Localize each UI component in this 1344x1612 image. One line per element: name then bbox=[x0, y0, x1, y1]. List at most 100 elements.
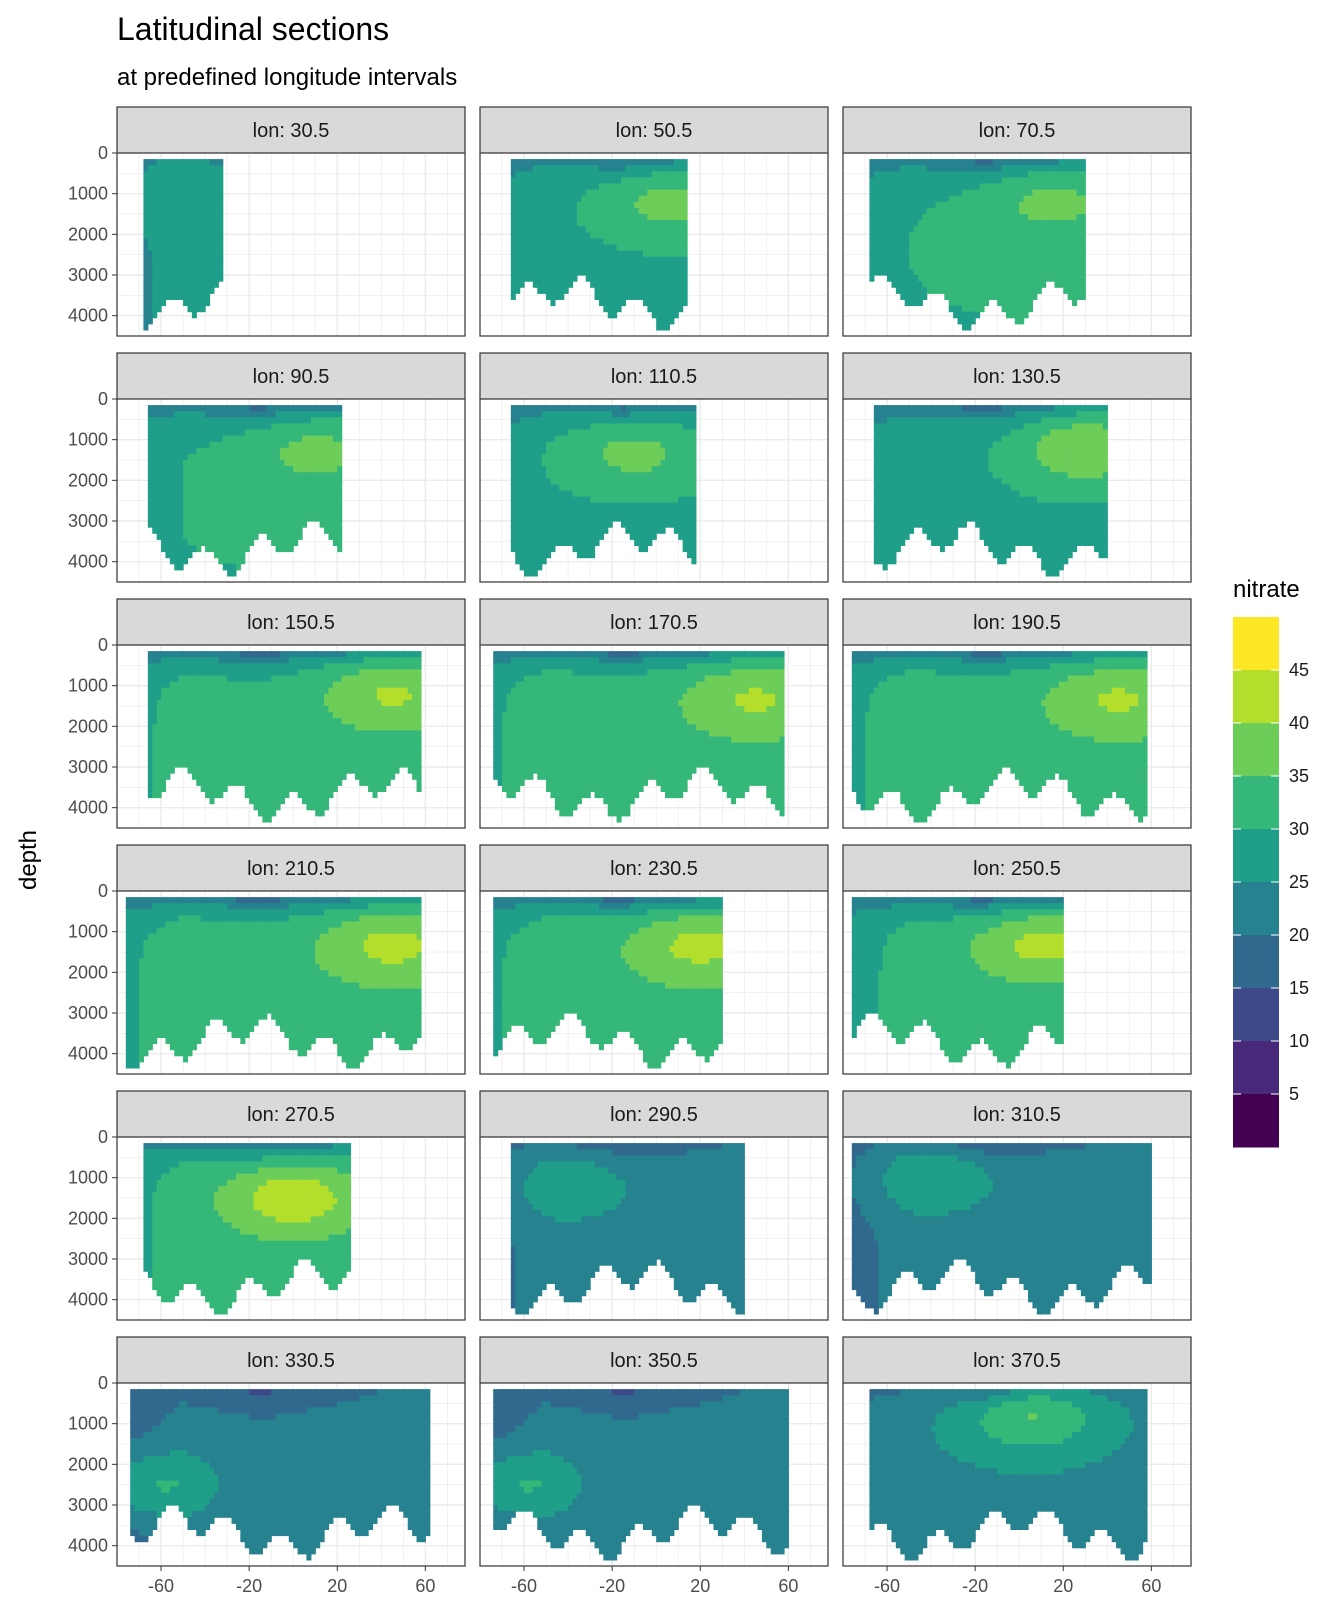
heatmap-cell bbox=[209, 484, 215, 492]
heatmap-cell bbox=[524, 441, 530, 449]
heatmap-cell bbox=[1080, 189, 1086, 197]
heatmap-cell bbox=[293, 539, 299, 546]
heatmap-cell bbox=[576, 490, 582, 498]
heatmap-cell bbox=[227, 472, 233, 479]
heatmap-cell bbox=[143, 317, 149, 325]
heatmap-cell bbox=[594, 539, 600, 546]
heatmap-cell bbox=[568, 201, 574, 209]
heatmap-cell bbox=[209, 195, 215, 203]
heatmap-cell bbox=[665, 311, 671, 319]
heatmap-cell bbox=[213, 238, 219, 246]
heatmap-cell bbox=[524, 466, 530, 473]
heatmap-cell bbox=[682, 183, 688, 191]
heatmap-cell bbox=[939, 262, 945, 270]
heatmap-cell bbox=[665, 460, 671, 467]
heatmap-cell bbox=[891, 460, 897, 467]
heatmap-cell bbox=[594, 250, 600, 258]
heatmap-cell bbox=[515, 447, 521, 455]
heatmap-cell bbox=[147, 453, 153, 461]
heatmap-cell bbox=[598, 441, 604, 449]
y-tick-label: 4000 bbox=[68, 306, 108, 326]
heatmap-cell bbox=[537, 508, 543, 516]
heatmap-cell bbox=[554, 214, 560, 221]
heatmap-cell bbox=[869, 232, 875, 239]
heatmap-cell bbox=[913, 275, 919, 282]
heatmap-cell bbox=[651, 183, 657, 191]
heatmap-cell bbox=[913, 490, 919, 498]
heatmap-cell bbox=[528, 159, 534, 166]
heatmap-cell bbox=[568, 165, 574, 172]
heatmap-cell bbox=[568, 214, 574, 221]
heatmap-cell bbox=[878, 447, 884, 455]
heatmap-cell bbox=[249, 429, 255, 437]
heatmap-cell bbox=[152, 201, 158, 209]
heatmap-cell bbox=[678, 177, 684, 185]
heatmap-cell bbox=[647, 159, 653, 166]
heatmap-cell bbox=[244, 429, 250, 437]
heatmap-cell bbox=[165, 214, 171, 221]
heatmap-cell bbox=[156, 281, 162, 288]
heatmap-cell bbox=[594, 159, 600, 166]
heatmap-cell bbox=[315, 466, 321, 473]
heatmap-cell bbox=[1032, 183, 1038, 191]
heatmap-cell bbox=[603, 521, 609, 528]
heatmap-cell bbox=[581, 435, 587, 443]
heatmap-cell bbox=[607, 311, 613, 319]
heatmap-cell bbox=[200, 533, 206, 540]
heatmap-cell bbox=[603, 226, 609, 233]
heatmap-cell bbox=[997, 250, 1003, 258]
heatmap-cell bbox=[515, 220, 521, 227]
heatmap-cell bbox=[510, 195, 516, 203]
heatmap-cell bbox=[997, 268, 1003, 276]
heatmap-cell bbox=[944, 244, 950, 252]
heatmap-cell bbox=[218, 496, 224, 504]
heatmap-cell bbox=[656, 165, 662, 172]
heatmap-cell bbox=[625, 417, 631, 424]
heatmap-cell bbox=[900, 183, 906, 191]
heatmap-cell bbox=[590, 417, 596, 424]
heatmap-cell bbox=[669, 250, 675, 258]
heatmap-cell bbox=[882, 435, 888, 443]
heatmap-cell bbox=[948, 262, 954, 270]
heatmap-cell bbox=[532, 159, 538, 166]
heatmap-cell bbox=[196, 472, 202, 479]
heatmap-cell bbox=[594, 232, 600, 239]
heatmap-cell bbox=[253, 508, 259, 516]
heatmap-cell bbox=[647, 447, 653, 455]
heatmap-cell bbox=[568, 250, 574, 258]
heatmap-cell bbox=[240, 490, 246, 498]
heatmap-cell bbox=[152, 214, 158, 221]
heatmap-cell bbox=[997, 159, 1003, 166]
heatmap-cell bbox=[590, 281, 596, 288]
heatmap-cell bbox=[222, 496, 228, 504]
heatmap-cell bbox=[656, 189, 662, 197]
heatmap-cell bbox=[673, 232, 679, 239]
heatmap-cell bbox=[231, 405, 237, 412]
heatmap-cell bbox=[1036, 281, 1042, 288]
heatmap-cell bbox=[1010, 305, 1016, 313]
heatmap-cell bbox=[537, 195, 543, 203]
heatmap-cell bbox=[183, 502, 189, 510]
heatmap-cell bbox=[554, 171, 560, 178]
heatmap-cell bbox=[515, 557, 521, 565]
heatmap-cell bbox=[669, 435, 675, 443]
heatmap-cell bbox=[1067, 232, 1073, 239]
heatmap-cell bbox=[961, 238, 967, 246]
heatmap-cell bbox=[904, 171, 910, 178]
heatmap-cell bbox=[900, 478, 906, 485]
heatmap-cell bbox=[541, 429, 547, 437]
heatmap-cell bbox=[970, 317, 976, 325]
heatmap-cell bbox=[895, 502, 901, 510]
heatmap-cell bbox=[891, 508, 897, 516]
heatmap-cell bbox=[510, 447, 516, 455]
heatmap-cell bbox=[926, 159, 932, 166]
heatmap-cell bbox=[1063, 177, 1069, 185]
heatmap-cell bbox=[581, 411, 587, 418]
heatmap-cell bbox=[169, 165, 175, 172]
heatmap-cell bbox=[257, 453, 263, 461]
heatmap-cell bbox=[554, 460, 560, 467]
heatmap-cell bbox=[550, 514, 556, 522]
heatmap-cell bbox=[227, 569, 233, 577]
heatmap-cell bbox=[660, 472, 666, 479]
heatmap-cell bbox=[957, 214, 963, 221]
